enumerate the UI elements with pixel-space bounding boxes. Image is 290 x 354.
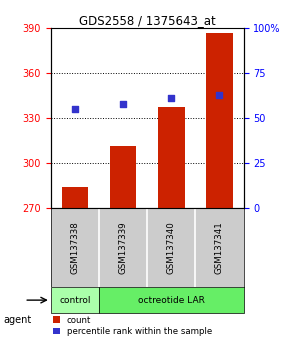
Text: control: control — [59, 296, 90, 305]
Point — [72, 106, 77, 112]
Title: GDS2558 / 1375643_at: GDS2558 / 1375643_at — [79, 14, 215, 27]
Bar — [51, 287, 99, 313]
Bar — [158, 108, 184, 207]
Text: octreotide LAR: octreotide LAR — [138, 296, 205, 305]
Bar — [110, 146, 136, 207]
Text: GSM137338: GSM137338 — [70, 221, 79, 274]
Text: GSM137340: GSM137340 — [167, 221, 176, 274]
Text: GSM137339: GSM137339 — [119, 221, 128, 274]
Legend: count, percentile rank within the sample: count, percentile rank within the sample — [53, 316, 212, 336]
Point — [217, 92, 222, 97]
Text: GSM137341: GSM137341 — [215, 221, 224, 274]
Point — [121, 101, 125, 107]
Bar — [61, 187, 88, 207]
Bar — [99, 287, 244, 313]
Point — [169, 95, 174, 101]
Text: agent: agent — [3, 315, 31, 325]
Bar — [206, 33, 233, 207]
